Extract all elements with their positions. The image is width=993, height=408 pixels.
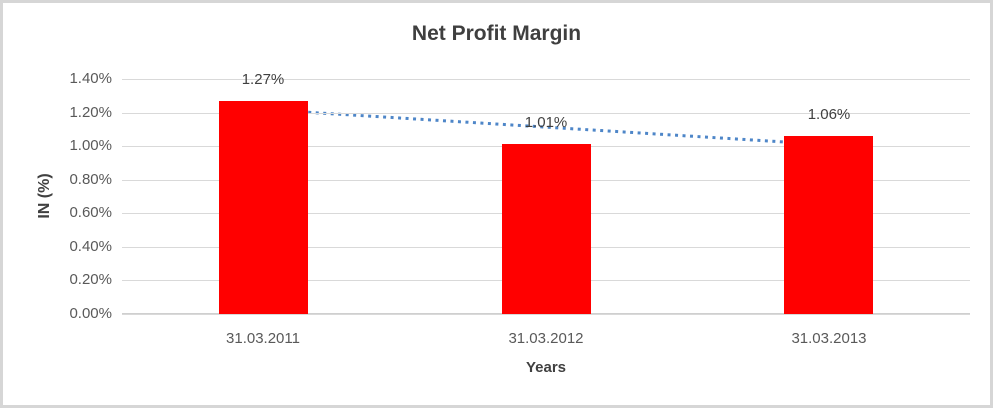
y-tick-label: 0.20% bbox=[69, 271, 112, 288]
x-tick-label: 31.03.2012 bbox=[508, 330, 584, 347]
y-tick-label: 1.20% bbox=[69, 104, 112, 121]
bar-31.03.2013 bbox=[784, 136, 873, 314]
y-tick-label: 1.00% bbox=[69, 137, 112, 154]
bar-31.03.2012 bbox=[502, 144, 591, 314]
y-tick-label: 0.00% bbox=[69, 305, 112, 322]
x-tick-label: 31.03.2013 bbox=[791, 330, 867, 347]
y-tick-label: 0.80% bbox=[69, 171, 112, 188]
x-tick-label: 31.03.2011 bbox=[226, 330, 300, 347]
gridline bbox=[122, 113, 970, 114]
chart-title: Net Profit Margin bbox=[411, 22, 582, 45]
bar-data-label: 1.01% bbox=[524, 114, 568, 131]
bar-data-label: 1.06% bbox=[807, 106, 851, 123]
x-axis-title: Years bbox=[525, 359, 567, 376]
plot-area bbox=[122, 79, 970, 315]
y-tick-label: 0.60% bbox=[69, 204, 112, 221]
gridline bbox=[122, 79, 970, 80]
y-tick-label: 0.40% bbox=[69, 238, 112, 255]
gridline bbox=[122, 314, 970, 315]
y-tick-label: 1.40% bbox=[69, 70, 112, 87]
bar-data-label: 1.27% bbox=[241, 71, 285, 88]
bar-31.03.2011 bbox=[219, 101, 308, 314]
